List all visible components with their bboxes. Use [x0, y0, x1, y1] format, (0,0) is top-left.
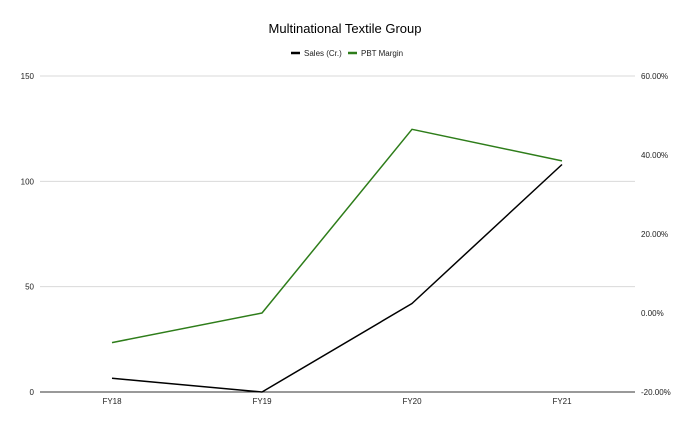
right-tick-label: 20.00% — [641, 230, 668, 239]
right-tick-label: 0.00% — [641, 309, 664, 318]
right-tick-label: -20.00% — [641, 388, 671, 397]
left-tick-label: 150 — [21, 72, 35, 81]
x-axis-ticks: FY18 FY19 FY20 FY21 — [102, 397, 572, 406]
left-tick-label: 100 — [21, 177, 35, 186]
x-tick-label: FY20 — [402, 397, 422, 406]
gridlines — [40, 75, 635, 288]
left-axis-ticks: 0 50 100 150 — [21, 72, 35, 397]
legend-label-pbt: PBT Margin — [361, 49, 403, 58]
legend: Sales (Cr.) PBT Margin — [291, 49, 403, 58]
x-tick-label: FY19 — [252, 397, 272, 406]
sales-line — [111, 163, 563, 393]
series-lines — [111, 128, 563, 393]
left-tick-label: 50 — [25, 283, 34, 292]
x-tick-label: FY21 — [552, 397, 572, 406]
right-axis-ticks: -20.00% 0.00% 20.00% 40.00% 60.00% — [641, 72, 671, 397]
pbt-margin-line — [111, 128, 563, 344]
legend-label-sales: Sales (Cr.) — [304, 49, 342, 58]
x-tick-label: FY18 — [102, 397, 122, 406]
left-tick-label: 0 — [30, 388, 35, 397]
right-tick-label: 60.00% — [641, 72, 668, 81]
right-tick-label: 40.00% — [641, 151, 668, 160]
chart-title: Multinational Textile Group — [269, 21, 422, 36]
